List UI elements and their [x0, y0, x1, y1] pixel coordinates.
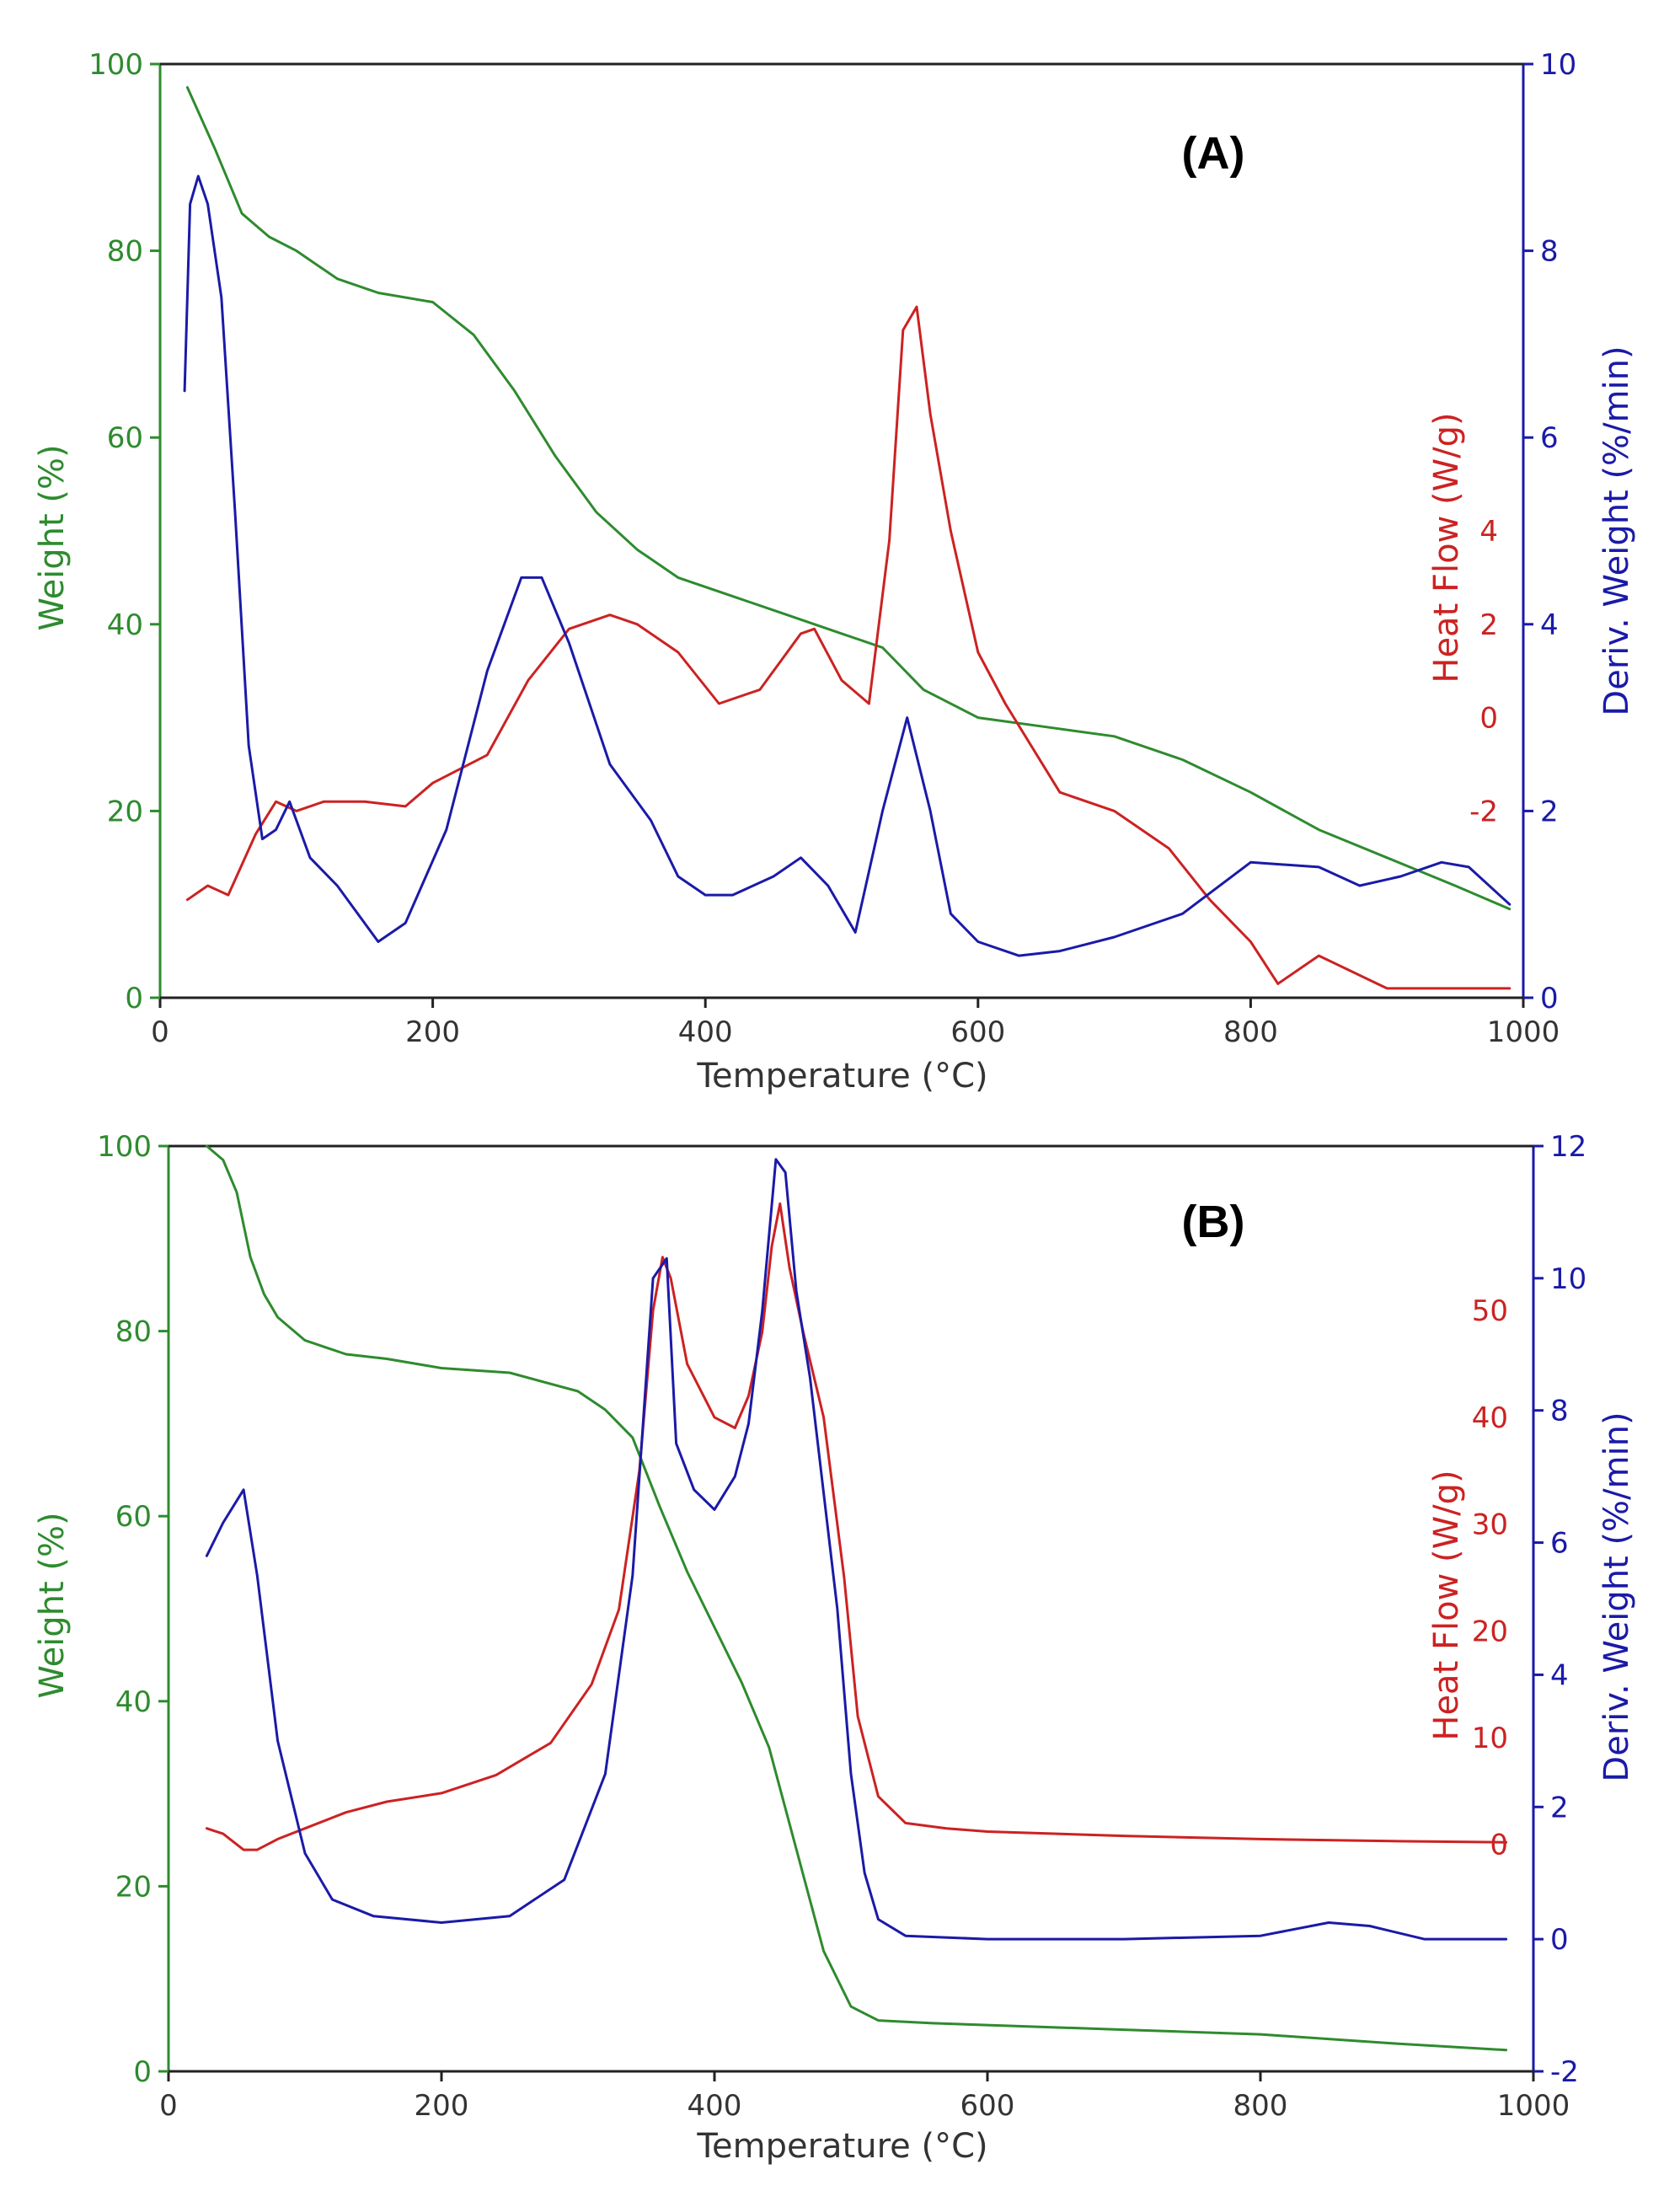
deriv-tick-label: 12: [1550, 1130, 1586, 1164]
heatflow-tick-label: 40: [1472, 1401, 1508, 1435]
weight-tick-label: 20: [107, 795, 143, 828]
panel-a-deriv-ticks: 0 2 4 6 8 10: [1523, 48, 1576, 1015]
heatflow-tick-label: 2: [1479, 608, 1498, 642]
x-tick-label: 0: [151, 1015, 169, 1049]
panel-a-deriv-axis-label: Deriv. Weight (%/min): [1597, 346, 1636, 715]
deriv-tick-label: -2: [1550, 2055, 1579, 2089]
heatflow-series-line: [185, 305, 1511, 990]
panel-a-weight-axis-label: Weight (%): [33, 444, 72, 630]
x-tick-label: 800: [1223, 1015, 1278, 1049]
heatflow-tick-label: 20: [1472, 1615, 1508, 1648]
panel-a-x-axis-label: Temperature (°C): [696, 1057, 987, 1096]
weight-series-line: [205, 1144, 1508, 2052]
weight-tick-label: 40: [115, 1685, 152, 1719]
heatflow-series-line: [205, 1202, 1508, 1851]
panel-b-heatflow-ticks: 0 10 20 30 40 50: [1472, 1294, 1508, 1862]
x-tick-label: 1000: [1487, 1015, 1560, 1049]
heatflow-tick-label: -2: [1469, 795, 1498, 828]
weight-tick-label: 80: [115, 1315, 152, 1349]
weight-tick-label: 60: [107, 421, 143, 455]
deriv-tick-label: 2: [1550, 1791, 1569, 1824]
weight-series-line: [185, 86, 1511, 911]
heatflow-tick-label: 30: [1472, 1508, 1508, 1542]
x-tick-label: 200: [405, 1015, 460, 1049]
x-tick-label: 0: [159, 2089, 178, 2123]
deriv-tick-label: 8: [1540, 235, 1559, 269]
deriv-weight-series-line: [205, 1158, 1508, 1941]
weight-tick-label: 20: [115, 1870, 152, 1904]
weight-tick-label: 100: [97, 1130, 152, 1164]
deriv-tick-label: 0: [1550, 1923, 1569, 1957]
heatflow-tick-label: 4: [1479, 515, 1498, 549]
deriv-tick-label: 6: [1550, 1527, 1569, 1561]
panel-a-heatflow-axis-label: Heat Flow (W/g): [1427, 412, 1466, 683]
deriv-tick-label: 6: [1540, 421, 1559, 455]
weight-tick-label: 80: [107, 235, 143, 269]
panel-b-weight-ticks: 0 20 40 60 80 100: [97, 1130, 169, 2089]
heatflow-tick-label: 10: [1472, 1722, 1508, 1755]
weight-tick-label: 100: [88, 48, 143, 82]
deriv-weight-series-line: [183, 174, 1511, 957]
panel-a: 0 200 400 600 800 1000 0 20 40 60 80 100 -2 0 2 4 0 2 4…: [33, 48, 1636, 1096]
weight-tick-label: 0: [133, 2055, 152, 2089]
heatflow-tick-label: 0: [1479, 702, 1498, 736]
x-tick-label: 400: [688, 2089, 742, 2123]
panel-b-deriv-ticks: -2 0 2 4 6 8 10 12: [1533, 1130, 1586, 2089]
x-tick-label: 200: [415, 2089, 469, 2123]
panel-b-heatflow-axis-label: Heat Flow (W/g): [1427, 1470, 1466, 1740]
deriv-tick-label: 2: [1540, 795, 1559, 828]
panel-a-weight-ticks: 0 20 40 60 80 100: [88, 48, 160, 1015]
panel-a-x-ticks: 0 200 400 600 800 1000: [151, 998, 1560, 1049]
weight-tick-label: 60: [115, 1500, 152, 1534]
panel-a-plot-area: [158, 62, 1525, 999]
weight-tick-label: 40: [107, 608, 143, 642]
deriv-tick-label: 4: [1540, 608, 1559, 642]
x-tick-label: 600: [960, 2089, 1015, 2123]
x-tick-label: 1000: [1497, 2089, 1570, 2123]
panel-b-label: (B): [1182, 1197, 1245, 1247]
panel-b-weight-axis-label: Weight (%): [33, 1512, 72, 1698]
deriv-tick-label: 10: [1550, 1262, 1586, 1296]
deriv-tick-label: 8: [1550, 1395, 1569, 1428]
x-tick-label: 400: [678, 1015, 733, 1049]
x-tick-label: 600: [950, 1015, 1005, 1049]
deriv-tick-label: 0: [1540, 982, 1559, 1015]
x-tick-label: 800: [1233, 2089, 1288, 2123]
panel-a-heatflow-ticks: -2 0 2 4: [1469, 515, 1498, 828]
panel-b-plot-area: [167, 1144, 1535, 2073]
panel-b-series: [205, 1144, 1508, 2052]
panel-a-label: (A): [1182, 128, 1245, 179]
deriv-tick-label: 4: [1550, 1658, 1569, 1692]
weight-tick-label: 0: [125, 982, 143, 1015]
panel-a-series: [183, 86, 1511, 990]
deriv-tick-label: 10: [1540, 48, 1576, 82]
panel-b-x-axis-label: Temperature (°C): [696, 2127, 987, 2166]
heatflow-tick-label: 50: [1472, 1294, 1508, 1328]
panel-b-deriv-axis-label: Deriv. Weight (%/min): [1597, 1412, 1636, 1781]
panel-b-x-ticks: 0 200 400 600 800 1000: [159, 2071, 1570, 2123]
heatflow-tick-label: 0: [1490, 1829, 1508, 1862]
